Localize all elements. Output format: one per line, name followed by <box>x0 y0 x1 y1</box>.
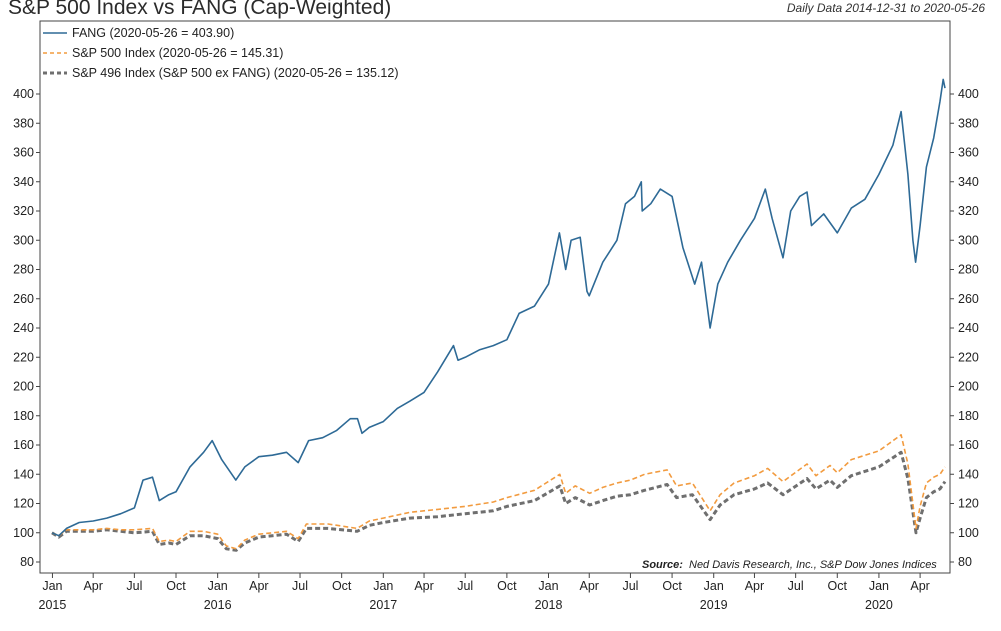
x-year-label: 2018 <box>535 598 563 612</box>
y-tick-label-right: 320 <box>958 204 979 218</box>
legend-label-sp500: S&P 500 Index (2020-05-26 = 145.31) <box>72 46 283 60</box>
y-tick-label-right: 120 <box>958 497 979 511</box>
y-tick-label-left: 360 <box>13 146 34 160</box>
y-tick-label-right: 160 <box>958 438 979 452</box>
y-tick-label-right: 360 <box>958 146 979 160</box>
x-tick-label: Oct <box>497 579 517 593</box>
source-text: Ned Davis Research, Inc., S&P Dow Jones … <box>689 559 937 571</box>
x-tick-label: Oct <box>166 579 186 593</box>
x-tick-label: Oct <box>828 579 848 593</box>
y-tick-label-left: 180 <box>13 409 34 423</box>
y-tick-label-right: 260 <box>958 292 979 306</box>
x-tick-label: Jan <box>373 579 393 593</box>
y-tick-label-left: 400 <box>13 87 34 101</box>
x-tick-label: Jul <box>622 579 638 593</box>
y-tick-label-left: 140 <box>13 467 34 481</box>
x-tick-label: Apr <box>83 579 102 593</box>
series-lines <box>51 78 947 552</box>
series-line-sp500 <box>51 434 946 550</box>
x-year-label: 2019 <box>700 598 728 612</box>
x-tick-label: Oct <box>332 579 352 593</box>
y-tick-label-right: 240 <box>958 321 979 335</box>
x-tick-label: Jan <box>538 579 558 593</box>
x-tick-label: Jan <box>869 579 889 593</box>
legend: FANG (2020-05-26 = 403.90) S&P 500 Index… <box>43 26 398 80</box>
x-tick-label: Jan <box>42 579 62 593</box>
x-year-label: 2016 <box>204 598 232 612</box>
y-tick-label-left: 380 <box>13 116 34 130</box>
y-tick-label-right: 400 <box>958 87 979 101</box>
chart-date-range: Daily Data 2014-12-31 to 2020-05-26 <box>786 1 985 15</box>
y-tick-label-left: 160 <box>13 438 34 452</box>
x-tick-label: Jan <box>704 579 724 593</box>
x-year-label: 2015 <box>39 598 67 612</box>
plot-frame <box>39 20 951 574</box>
series-line-fang <box>51 78 946 537</box>
y-tick-label-right: 180 <box>958 409 979 423</box>
x-tick-label: Apr <box>910 579 929 593</box>
y-tick-label-right: 340 <box>958 175 979 189</box>
chart-title: S&P 500 Index vs FANG (Cap-Weighted) <box>8 0 392 19</box>
y-tick-label-right: 200 <box>958 380 979 394</box>
x-tick-label: Apr <box>414 579 433 593</box>
y-tick-label-right: 380 <box>958 116 979 130</box>
y-tick-label-left: 320 <box>13 204 34 218</box>
x-year-label: 2020 <box>865 598 893 612</box>
x-year-label: 2017 <box>369 598 397 612</box>
x-tick-label: Jan <box>208 579 228 593</box>
y-tick-label-left: 220 <box>13 350 34 364</box>
y-tick-label-right: 220 <box>958 350 979 364</box>
x-tick-label: Jul <box>126 579 142 593</box>
x-tick-label: Apr <box>580 579 599 593</box>
y-tick-label-right: 80 <box>958 555 972 569</box>
y-tick-label-right: 100 <box>958 526 979 540</box>
y-tick-label-left: 120 <box>13 497 34 511</box>
y-tick-label-right: 280 <box>958 263 979 277</box>
source-note: Source: Ned Davis Research, Inc., S&P Do… <box>642 559 937 571</box>
x-tick-label: Jul <box>292 579 308 593</box>
y-tick-label-left: 300 <box>13 233 34 247</box>
legend-label-fang: FANG (2020-05-26 = 403.90) <box>72 26 234 40</box>
y-tick-label-left: 280 <box>13 263 34 277</box>
x-tick-label: Apr <box>249 579 268 593</box>
source-label: Source: <box>642 559 683 571</box>
y-tick-label-left: 200 <box>13 380 34 394</box>
y-tick-label-left: 260 <box>13 292 34 306</box>
legend-label-sp496: S&P 496 Index (S&P 500 ex FANG) (2020-05… <box>72 66 398 80</box>
y-tick-label-left: 80 <box>20 555 34 569</box>
y-tick-label-left: 340 <box>13 175 34 189</box>
axes: 80 80 100 100 120 120 140 140 160 160 180 180 200 200… <box>13 87 979 612</box>
y-tick-label-left: 240 <box>13 321 34 335</box>
series-line-sp496 <box>51 450 947 552</box>
x-tick-label: Oct <box>662 579 682 593</box>
x-tick-label: Apr <box>745 579 764 593</box>
y-tick-label-right: 140 <box>958 467 979 481</box>
x-tick-label: Jul <box>788 579 804 593</box>
x-tick-label: Jul <box>457 579 473 593</box>
y-tick-label-left: 100 <box>13 526 34 540</box>
y-tick-label-right: 300 <box>958 233 979 247</box>
